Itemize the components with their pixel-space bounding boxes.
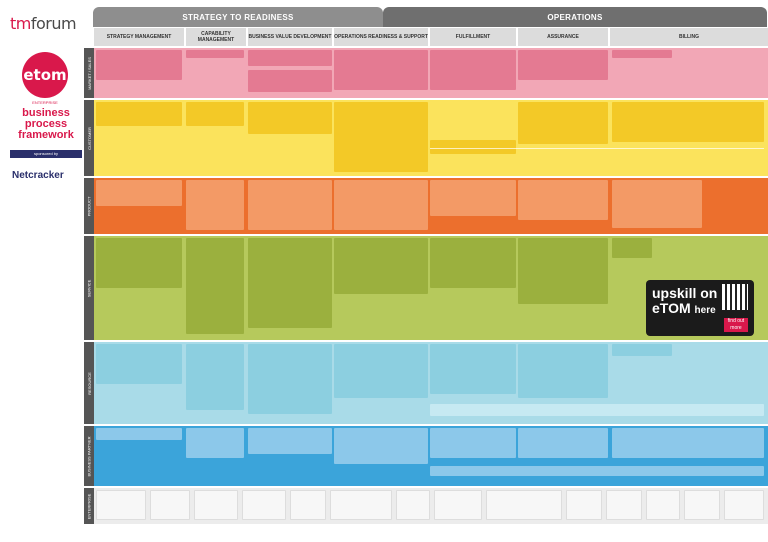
process-group bbox=[430, 466, 764, 476]
process-group bbox=[334, 344, 428, 398]
row-label-market-sales: MARKET / SALES bbox=[84, 48, 94, 98]
column-strategy-management: STRATEGY MANAGEMENT bbox=[94, 28, 184, 46]
column-operations-readiness: OPERATIONS READINESS & SUPPORT bbox=[334, 28, 428, 46]
header-strategy-to-readiness: STRATEGY TO READINESS bbox=[93, 7, 383, 27]
process-group bbox=[248, 428, 332, 454]
column-billing: BILLING bbox=[610, 28, 768, 46]
tmforum-logo: tmforum bbox=[10, 14, 77, 33]
process-group bbox=[334, 238, 428, 294]
process-group bbox=[518, 102, 608, 144]
find-out-more-button[interactable]: find out more bbox=[724, 318, 748, 332]
process-group bbox=[242, 490, 286, 520]
row-label-service: SERVICE bbox=[84, 236, 94, 340]
process-group bbox=[248, 180, 332, 230]
row-label-business-partner: BUSINESS PARTNER bbox=[84, 426, 94, 486]
process-group bbox=[612, 50, 672, 58]
process-group bbox=[248, 344, 332, 414]
process-group bbox=[334, 50, 428, 90]
process-group bbox=[612, 238, 652, 258]
process-group bbox=[186, 238, 244, 334]
process-group bbox=[430, 50, 516, 90]
row-label-customer: CUSTOMER bbox=[84, 100, 94, 176]
process-group bbox=[612, 180, 702, 228]
process-group bbox=[150, 490, 190, 520]
etom-card: etom ENTERPRISE business process framewo… bbox=[10, 48, 80, 170]
process-group bbox=[518, 50, 608, 80]
process-group bbox=[248, 102, 332, 134]
process-group bbox=[186, 428, 244, 458]
process-group bbox=[96, 490, 146, 520]
sponsor-logo: Netcracker bbox=[12, 170, 64, 181]
process-group bbox=[334, 428, 428, 464]
column-fulfillment: FULFILLMENT bbox=[430, 28, 516, 46]
process-group bbox=[612, 344, 672, 356]
row-label-product: PRODUCT bbox=[84, 178, 94, 234]
process-group bbox=[290, 490, 326, 520]
upskill-promo-banner[interactable]: upskill on eTOM here find out more bbox=[646, 280, 754, 336]
process-group bbox=[646, 490, 680, 520]
process-group bbox=[96, 180, 182, 206]
etom-logo: etom bbox=[22, 52, 68, 98]
process-group bbox=[430, 238, 516, 288]
column-capability-management: CAPABILITY MANAGEMENT bbox=[186, 28, 246, 46]
row-label-enterprise: ENTERPRISE bbox=[84, 488, 94, 524]
promo-text: upskill on eTOM here bbox=[652, 285, 718, 317]
process-group bbox=[248, 238, 332, 328]
process-group bbox=[612, 102, 764, 142]
process-group bbox=[518, 180, 608, 220]
process-group bbox=[430, 344, 516, 394]
process-group bbox=[518, 428, 608, 458]
process-group bbox=[330, 490, 392, 520]
process-group bbox=[334, 102, 428, 172]
process-group bbox=[566, 490, 602, 520]
process-group bbox=[186, 102, 244, 126]
process-group bbox=[396, 490, 430, 520]
process-group bbox=[96, 238, 182, 288]
process-group bbox=[194, 490, 238, 520]
process-group bbox=[612, 428, 764, 458]
process-group bbox=[248, 50, 332, 66]
qr-code-icon[interactable] bbox=[722, 284, 748, 310]
header-operations: OPERATIONS bbox=[383, 7, 767, 27]
process-group bbox=[430, 180, 516, 216]
column-business-value-development: BUSINESS VALUE DEVELOPMENT bbox=[248, 28, 332, 46]
process-group bbox=[186, 180, 244, 230]
process-group bbox=[96, 344, 182, 384]
process-group bbox=[724, 490, 764, 520]
process-group bbox=[186, 50, 244, 58]
process-group bbox=[434, 490, 482, 520]
process-group bbox=[518, 344, 608, 398]
process-group bbox=[96, 428, 182, 440]
process-group bbox=[96, 102, 182, 126]
process-group bbox=[486, 490, 562, 520]
process-group bbox=[430, 140, 516, 154]
process-group bbox=[684, 490, 720, 520]
process-group bbox=[430, 404, 764, 416]
row-label-resource: RESOURCE bbox=[84, 342, 94, 424]
process-group bbox=[186, 344, 244, 410]
process-group bbox=[518, 238, 608, 304]
process-group bbox=[248, 70, 332, 92]
column-assurance: ASSURANCE bbox=[518, 28, 608, 46]
connector-line bbox=[430, 148, 764, 149]
process-group bbox=[430, 428, 516, 458]
framework-title: business process framework bbox=[18, 107, 74, 141]
sponsored-by-label: sponsored by bbox=[10, 150, 82, 158]
process-group bbox=[96, 50, 182, 80]
etom-subtitle: ENTERPRISE bbox=[32, 100, 58, 105]
process-group bbox=[334, 180, 428, 230]
process-group bbox=[606, 490, 642, 520]
